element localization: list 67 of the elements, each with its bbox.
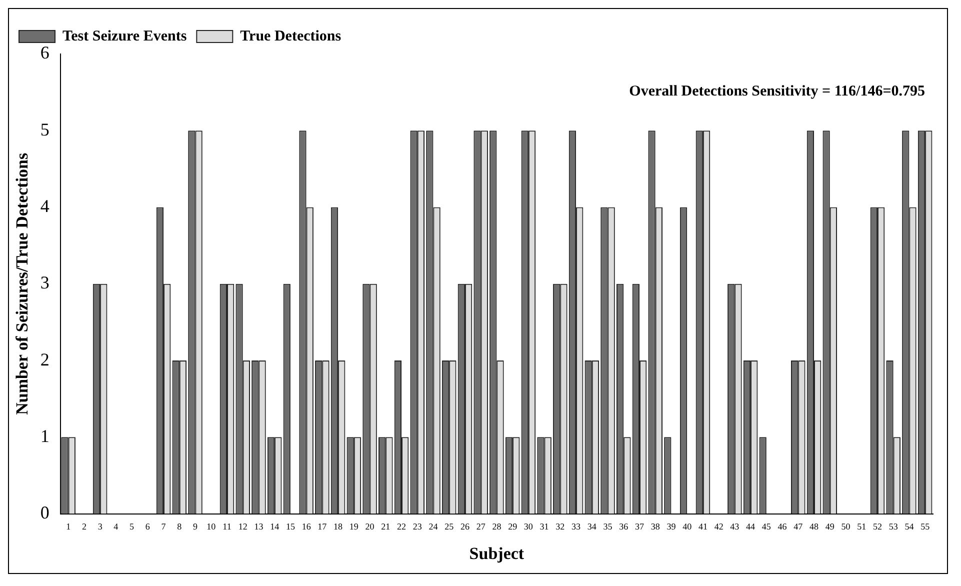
x-tick-label: 39 (666, 522, 676, 532)
x-tick-label: 27 (476, 522, 486, 532)
x-tick-label: 36 (619, 522, 629, 532)
legend-label: Test Seizure Events (62, 28, 187, 44)
x-tick-label: 3 (98, 522, 103, 532)
y-tick-label: 4 (40, 196, 50, 216)
x-tick-label: 32 (556, 522, 565, 532)
x-tick-label: 31 (540, 522, 549, 532)
x-tick-label: 40 (682, 522, 692, 532)
x-tick-label: 44 (746, 522, 756, 532)
x-tick-label: 51 (857, 522, 866, 532)
x-tick-label: 25 (444, 522, 454, 532)
y-tick-label: 5 (40, 119, 50, 140)
x-tick-label: 43 (730, 522, 740, 532)
x-tick-label: 21 (381, 522, 390, 532)
y-tick-label: 3 (40, 272, 50, 293)
x-tick-label: 54 (904, 522, 914, 532)
x-tick-label: 52 (872, 522, 882, 532)
x-tick-label: 30 (524, 522, 534, 532)
x-tick-label: 18 (334, 522, 344, 532)
x-tick-label: 16 (302, 522, 312, 532)
x-tick-label: 55 (920, 522, 930, 532)
x-tick-label: 38 (650, 522, 660, 532)
x-tick-label: 13 (254, 522, 264, 532)
x-axis-title: Subject (469, 544, 524, 564)
x-tick-label: 11 (222, 522, 232, 532)
x-tick-label: 10 (206, 522, 216, 532)
x-tick-label: 41 (698, 522, 708, 532)
legend-label: True Detections (240, 28, 342, 44)
x-tick-label: 34 (587, 522, 597, 532)
x-tick-label: 37 (634, 522, 644, 532)
x-tick-label: 12 (238, 522, 248, 532)
x-tick-label: 23 (412, 522, 422, 532)
x-tick-label: 20 (365, 522, 375, 532)
x-tick-label: 49 (825, 522, 835, 532)
x-tick-label: 53 (888, 522, 898, 532)
y-tick-label: 0 (40, 502, 50, 523)
x-tick-label: 45 (762, 522, 772, 532)
x-tick-label: 14 (270, 522, 280, 532)
x-tick-label: 6 (145, 522, 150, 532)
y-tick-label: 6 (40, 42, 50, 63)
x-tick-label: 22 (397, 522, 406, 532)
x-tick-label: 28 (492, 522, 502, 532)
x-tick-label: 50 (841, 522, 851, 532)
x-tick-label: 46 (778, 522, 788, 532)
x-tick-label: 35 (603, 522, 613, 532)
x-tick-label: 29 (508, 522, 518, 532)
y-tick-label: 1 (40, 426, 50, 446)
y-axis-title: Number of Seizures/True Detections (12, 152, 32, 415)
x-tick-label: 1 (66, 522, 71, 532)
x-tick-label: 47 (794, 522, 804, 532)
annotation: Overall Detections Sensitivity = 116/146=0.795 (629, 83, 925, 100)
x-tick-label: 5 (130, 522, 135, 532)
x-tick-label: 2 (82, 522, 86, 532)
y-tick-label: 2 (40, 349, 50, 370)
x-tick-label: 15 (286, 522, 296, 532)
x-tick-label: 7 (161, 522, 166, 532)
x-tick-label: 8 (177, 522, 182, 532)
x-tick-label: 24 (428, 522, 438, 532)
x-tick-label: 9 (193, 522, 198, 532)
x-tick-label: 33 (572, 522, 582, 532)
x-tick-label: 19 (349, 522, 359, 532)
x-tick-label: 48 (810, 522, 820, 532)
x-tick-label: 17 (318, 522, 328, 532)
x-tick-label: 4 (114, 522, 119, 532)
x-tick-label: 26 (460, 522, 470, 532)
x-tick-label: 42 (714, 522, 724, 532)
